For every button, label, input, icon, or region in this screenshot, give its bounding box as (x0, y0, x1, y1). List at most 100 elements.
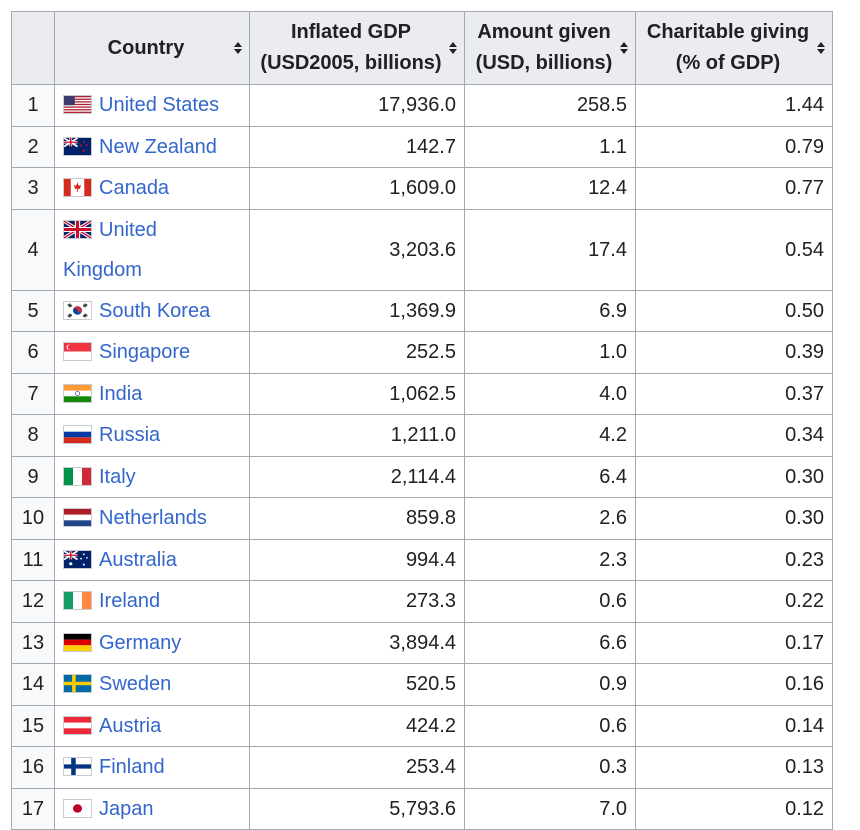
country-cell: United States (54, 84, 250, 127)
amount-given-column-header[interactable]: Amount given (USD, billions) (464, 11, 636, 85)
charitable-giving-cell: 0.30 (635, 497, 833, 540)
rank-cell: 14 (11, 663, 55, 706)
gdp-column-header[interactable]: Inflated GDP (USD2005, billions) (249, 11, 465, 85)
country-cell: India (54, 372, 250, 415)
country-cell: Japan (54, 787, 250, 830)
country-link[interactable]: Italy (99, 465, 136, 488)
country-cell: United Kingdom (54, 208, 250, 291)
gdp-cell: 3,203.6 (249, 208, 465, 291)
country-link[interactable]: Finland (99, 756, 165, 779)
given-header-line2: (USD, billions) (475, 52, 613, 74)
country-link[interactable]: Canada (99, 177, 170, 200)
table-row: 1 United States 17,936.0 258.5 1.44 (11, 84, 833, 127)
country-link[interactable]: South Korea (99, 299, 211, 322)
table-row: 17 Japan 5,793.6 7.0 0.12 (11, 787, 833, 830)
country-link[interactable]: Russia (99, 424, 161, 447)
uk-flag-icon (63, 219, 92, 239)
country-link[interactable]: United Kingdom (63, 218, 157, 281)
country-cell: Russia (54, 414, 250, 457)
country-link[interactable]: Netherlands (99, 507, 207, 530)
table-row: 13 Germany 3,894.4 6.6 0.17 (11, 621, 833, 664)
country-link[interactable]: United States (99, 94, 220, 117)
amount-given-cell: 1.0 (464, 331, 636, 374)
amount-given-cell: 0.6 (464, 704, 636, 747)
australia-flag-icon (63, 549, 92, 569)
charitable-giving-cell: 0.13 (635, 746, 833, 789)
gdp-cell: 253.4 (249, 746, 465, 789)
table-row: 11 Australia 994.4 2.3 0.23 (11, 538, 833, 581)
charitable-giving-column-header[interactable]: Charitable giving (% of GDP) (635, 11, 833, 85)
sort-arrows-icon[interactable] (620, 42, 628, 54)
amount-given-cell: 258.5 (464, 84, 636, 127)
charitable-giving-cell: 0.17 (635, 621, 833, 664)
table-row: 16 Finland 253.4 0.3 0.13 (11, 746, 833, 789)
new-zealand-flag-icon (63, 136, 92, 156)
table-row: 4 United Kingdom 3,203.6 17.4 0.54 (11, 208, 833, 291)
singapore-flag-icon (63, 342, 92, 362)
gdp-cell: 1,369.9 (249, 289, 465, 332)
charitable-giving-cell: 0.54 (635, 208, 833, 291)
charitable-giving-cell: 1.44 (635, 84, 833, 127)
rank-cell: 16 (11, 746, 55, 789)
country-link[interactable]: Singapore (99, 341, 191, 364)
charitable-giving-cell: 0.34 (635, 414, 833, 457)
table-row: 2 New Zealand 142.7 1.1 0.79 (11, 125, 833, 168)
charitable-giving-cell: 0.50 (635, 289, 833, 332)
gdp-cell: 2,114.4 (249, 455, 465, 498)
amount-given-cell: 6.9 (464, 289, 636, 332)
table-row: 8 Russia 1,211.0 4.2 0.34 (11, 414, 833, 457)
rank-column-header (11, 11, 55, 85)
amount-given-cell: 4.2 (464, 414, 636, 457)
gdp-cell: 859.8 (249, 497, 465, 540)
germany-flag-icon (63, 632, 92, 652)
amount-given-cell: 0.6 (464, 580, 636, 623)
gdp-cell: 1,609.0 (249, 167, 465, 210)
canada-flag-icon (63, 178, 92, 198)
country-cell: South Korea (54, 289, 250, 332)
table-row: 6 Singapore 252.5 1.0 0.39 (11, 331, 833, 374)
table-row: 3 Canada 1,609.0 12.4 0.77 (11, 167, 833, 210)
charitable-giving-cell: 0.77 (635, 167, 833, 210)
rank-cell: 7 (11, 372, 55, 415)
sort-arrows-icon[interactable] (449, 42, 457, 54)
country-link[interactable]: New Zealand (99, 135, 217, 158)
south-korea-flag-icon (63, 300, 92, 320)
table-header-row: Country Inflated GDP (USD2005, billions)… (11, 11, 833, 85)
country-cell: Australia (54, 538, 250, 581)
country-link[interactable]: Australia (99, 548, 177, 571)
rank-cell: 3 (11, 167, 55, 210)
rank-cell: 15 (11, 704, 55, 747)
gdp-cell: 273.3 (249, 580, 465, 623)
country-link[interactable]: Ireland (99, 590, 161, 613)
charitable-giving-cell: 0.12 (635, 787, 833, 830)
country-link[interactable]: Germany (99, 631, 182, 654)
country-cell: Ireland (54, 580, 250, 623)
country-header-label: Country (107, 36, 185, 59)
country-cell: Netherlands (54, 497, 250, 540)
table-row: 12 Ireland 273.3 0.6 0.22 (11, 580, 833, 623)
finland-flag-icon (63, 757, 92, 777)
gdp-header-line2: (USD2005, billions) (260, 52, 442, 74)
table-row: 10 Netherlands 859.8 2.6 0.30 (11, 497, 833, 540)
country-link[interactable]: Austria (99, 714, 162, 737)
italy-flag-icon (63, 466, 92, 486)
charitable-giving-cell: 0.30 (635, 455, 833, 498)
sort-arrows-icon[interactable] (817, 42, 825, 54)
russia-flag-icon (63, 425, 92, 445)
country-column-header[interactable]: Country (54, 11, 250, 85)
sort-arrows-icon[interactable] (234, 42, 242, 54)
charitable-giving-cell: 0.23 (635, 538, 833, 581)
amount-given-cell: 7.0 (464, 787, 636, 830)
country-link[interactable]: India (99, 382, 143, 405)
amount-given-cell: 1.1 (464, 125, 636, 168)
country-link[interactable]: Japan (99, 797, 154, 820)
sweden-flag-icon (63, 674, 92, 694)
table-row: 7 India 1,062.5 4.0 0.37 (11, 372, 833, 415)
rank-cell: 12 (11, 580, 55, 623)
gdp-cell: 424.2 (249, 704, 465, 747)
country-cell: Italy (54, 455, 250, 498)
rank-cell: 6 (11, 331, 55, 374)
gdp-cell: 520.5 (249, 663, 465, 706)
country-link[interactable]: Sweden (99, 673, 172, 696)
india-flag-icon (63, 383, 92, 403)
